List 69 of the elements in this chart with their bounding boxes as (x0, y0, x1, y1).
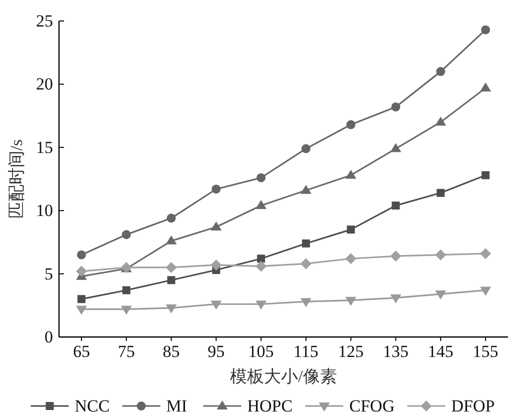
legend-label: NCC (74, 396, 110, 416)
x-tick-label: 65 (72, 342, 90, 361)
point (346, 120, 356, 130)
point (212, 184, 221, 194)
x-tick-label: 105 (248, 342, 274, 361)
point (210, 259, 222, 270)
point (436, 188, 445, 197)
x-axis-title: 模板大小/像素 (230, 367, 337, 386)
y-tick-label: 25 (36, 12, 53, 30)
x-tick-label: 145 (428, 342, 454, 361)
point (435, 290, 446, 300)
point (256, 200, 267, 210)
point (390, 143, 402, 152)
point (122, 230, 131, 240)
point (480, 248, 492, 260)
legend-label: DFOP (451, 396, 495, 416)
point (482, 171, 490, 180)
x-tick-label: 135 (383, 342, 408, 361)
point (256, 260, 267, 272)
point (300, 258, 312, 270)
point (346, 226, 355, 234)
point (436, 67, 446, 76)
point (390, 294, 402, 304)
point (77, 295, 86, 304)
point (76, 306, 87, 315)
point (392, 202, 400, 210)
legend-label: MI (166, 396, 188, 416)
point (166, 262, 177, 273)
legend-label: HOPC (247, 396, 293, 416)
point (167, 276, 176, 284)
x-tick-label: 95 (208, 342, 225, 361)
point (166, 304, 177, 314)
point (257, 254, 266, 263)
point (210, 300, 222, 310)
point (76, 266, 87, 277)
point (166, 214, 176, 223)
x-tick-label: 125 (338, 342, 364, 361)
point (391, 102, 400, 112)
point (345, 170, 356, 179)
point (345, 253, 356, 264)
point (120, 306, 132, 315)
y-tick-label: 5 (44, 264, 53, 284)
point (390, 250, 402, 262)
x-tick-label: 75 (118, 342, 135, 361)
x-tick-label: 155 (472, 342, 498, 361)
x-tick-label: 115 (294, 342, 318, 361)
point (480, 82, 492, 92)
point (435, 249, 446, 260)
y-tick-label: 20 (36, 74, 53, 94)
y-axis-title: 匹配时间/s (7, 139, 26, 219)
point (480, 286, 492, 296)
point (210, 222, 222, 231)
point (300, 298, 312, 308)
y-tick-label: 15 (36, 138, 53, 157)
point (435, 116, 446, 126)
point (301, 144, 310, 154)
legend-label: CFOG (349, 396, 395, 416)
point (481, 25, 490, 34)
x-tick-label: 85 (162, 342, 180, 361)
point (76, 250, 86, 260)
point (302, 239, 310, 248)
point (256, 300, 267, 310)
point (345, 296, 356, 306)
point (122, 286, 130, 294)
point (300, 184, 312, 194)
y-tick-label: 0 (44, 328, 53, 346)
y-tick-label: 10 (36, 201, 53, 220)
point (166, 235, 177, 244)
point (256, 173, 266, 182)
